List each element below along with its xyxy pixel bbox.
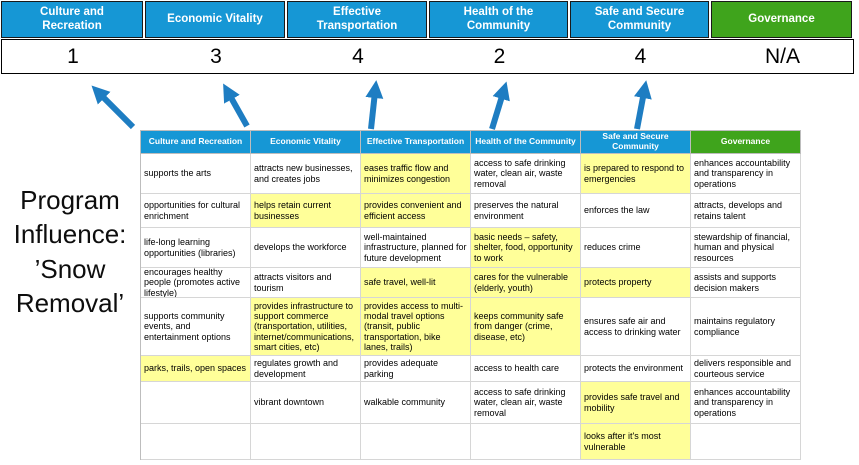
table-cell: is prepared to respond to emergencies bbox=[581, 154, 691, 194]
table-cell: provides adequate parking bbox=[361, 356, 471, 382]
table-cell: stewardship of financial, human and phys… bbox=[691, 228, 801, 268]
table-cell: enhances accountability and transparency… bbox=[691, 154, 801, 194]
table-cell: encourages healthy people (promotes acti… bbox=[141, 268, 251, 298]
table-cell: supports community events, and entertain… bbox=[141, 298, 251, 356]
table-cell: attracts visitors and tourism bbox=[251, 268, 361, 298]
category-header-2: Effective Transportation bbox=[287, 1, 427, 38]
program-influence-label: Program Influence: ’Snow Removal’ bbox=[0, 183, 140, 320]
score-value-4: 4 bbox=[634, 44, 647, 68]
table-cell: parks, trails, open spaces bbox=[141, 356, 251, 382]
table-cell bbox=[691, 424, 801, 460]
table-cell: regulates growth and development bbox=[251, 356, 361, 382]
table-cell: preserves the natural environment bbox=[471, 194, 581, 228]
score-value-2: 4 bbox=[352, 44, 364, 68]
program-label-line: ’Snow bbox=[34, 253, 106, 284]
table-cell: delivers responsible and courteous servi… bbox=[691, 356, 801, 382]
table-cell bbox=[141, 382, 251, 424]
table-cell: keeps community safe from danger (crime,… bbox=[471, 298, 581, 356]
table-cell: eases traffic flow and minimizes congest… bbox=[361, 154, 471, 194]
table-cell: basic needs – safety, shelter, food, opp… bbox=[471, 228, 581, 268]
table-cell bbox=[251, 424, 361, 460]
table-header-0: Culture and Recreation bbox=[141, 131, 251, 154]
table-cell: looks after it's most vulnerable bbox=[581, 424, 691, 460]
table-cell: develops the workforce bbox=[251, 228, 361, 268]
category-header-5: Governance bbox=[711, 1, 852, 38]
table-header-5: Governance bbox=[691, 131, 801, 154]
arrow-safe bbox=[634, 80, 652, 130]
arrow-culture bbox=[91, 85, 136, 130]
table-cell: assists and supports decision makers bbox=[691, 268, 801, 298]
program-label-line: Program bbox=[20, 185, 120, 215]
table-cell: provides safe travel and mobility bbox=[581, 382, 691, 424]
arrow-economic bbox=[223, 83, 250, 128]
table-cell: protects property bbox=[581, 268, 691, 298]
program-label-line: Removal’ bbox=[15, 287, 125, 318]
arrow-transportation bbox=[365, 80, 384, 130]
influence-arrows bbox=[91, 80, 652, 130]
score-value-1: 3 bbox=[210, 44, 222, 68]
category-header-0: Culture and Recreation bbox=[1, 1, 143, 38]
table-cell: access to health care bbox=[471, 356, 581, 382]
table-cell: well-maintained infrastructure, planned … bbox=[361, 228, 471, 268]
category-header-4: Safe and Secure Community bbox=[570, 1, 709, 38]
table-cell: maintains regulatory compliance bbox=[691, 298, 801, 356]
table-cell: attracts new businesses, and creates job… bbox=[251, 154, 361, 194]
table-cell: provides access to multi-modal travel op… bbox=[361, 298, 471, 356]
table-cell: reduces crime bbox=[581, 228, 691, 268]
category-header-band: Culture and Recreation Economic Vitality E… bbox=[1, 1, 852, 38]
table-cell: ensures safe air and access to drinking … bbox=[581, 298, 691, 356]
score-value-3: 2 bbox=[493, 44, 506, 68]
table-cell: helps retain current businesses bbox=[251, 194, 361, 228]
table-cell: access to safe drinking water, clean air… bbox=[471, 382, 581, 424]
table-cell: opportunities for cultural enrichment bbox=[141, 194, 251, 228]
arrow-health bbox=[489, 81, 510, 130]
category-header-1: Economic Vitality bbox=[145, 1, 285, 38]
table-cell: provides convenient and efficient access bbox=[361, 194, 471, 228]
table-cell: safe travel, well-lit bbox=[361, 268, 471, 298]
table-cell: provides infrastructure to support comme… bbox=[251, 298, 361, 356]
table-cell: attracts, develops and retains talent bbox=[691, 194, 801, 228]
table-header-3: Health of the Community bbox=[471, 131, 581, 154]
table-cell bbox=[471, 424, 581, 460]
table-cell bbox=[141, 424, 251, 460]
table-cell: cares for the vulnerable (elderly, youth… bbox=[471, 268, 581, 298]
program-label-line: Influence: bbox=[13, 219, 127, 250]
score-value-5: N/A bbox=[764, 44, 800, 68]
table-cell: protects the environment bbox=[581, 356, 691, 382]
table-cell: supports the arts bbox=[141, 154, 251, 194]
table-cell: enforces the law bbox=[581, 194, 691, 228]
score-band: 1 3 4 2 4 N/A bbox=[1, 39, 854, 74]
category-header-3: Health of the Community bbox=[429, 1, 568, 38]
table-cell: walkable community bbox=[361, 382, 471, 424]
score-value-0: 1 bbox=[67, 44, 79, 68]
table-cell: vibrant downtown bbox=[251, 382, 361, 424]
table-cell bbox=[361, 424, 471, 460]
influence-table: Culture and Recreation Economic Vitality E… bbox=[140, 130, 801, 460]
table-header-4: Safe and Secure Community bbox=[581, 131, 691, 154]
table-cell: access to safe drinking water, clean air… bbox=[471, 154, 581, 194]
table-header-2: Effective Transportation bbox=[361, 131, 471, 154]
table-header-1: Economic Vitality bbox=[251, 131, 361, 154]
table-cell: life-long learning opportunities (librar… bbox=[141, 228, 251, 268]
table-cell: enhances accountability and transparency… bbox=[691, 382, 801, 424]
